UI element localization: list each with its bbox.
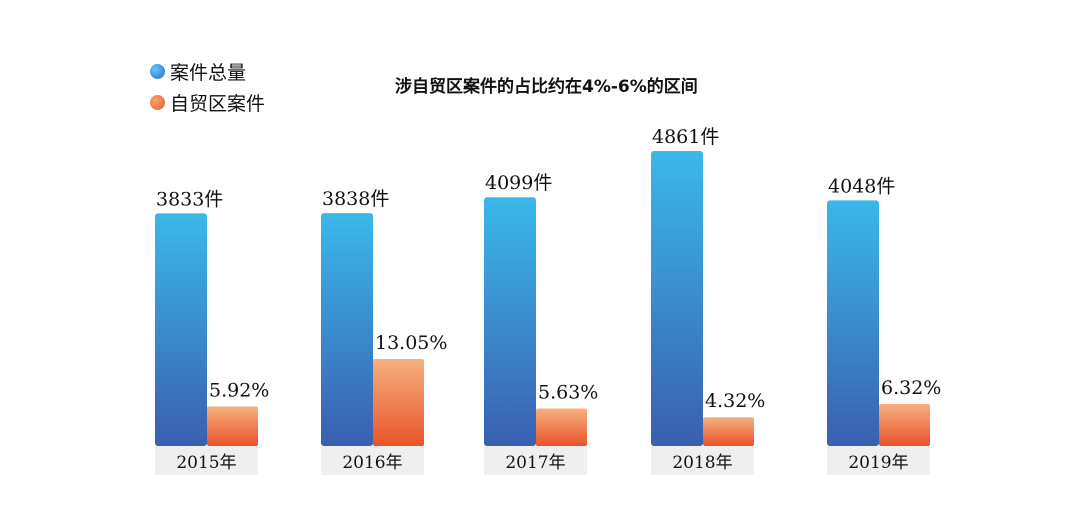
bar-total-2 (321, 213, 373, 446)
year-box-2 (321, 446, 424, 475)
label-ftz-2: 13.05% (375, 332, 447, 354)
year-label-5: 2019年 (848, 453, 908, 473)
legend-label-total: 案件总量 (170, 62, 247, 84)
year-label-4: 2018年 (672, 453, 732, 473)
bar-total-3 (484, 197, 536, 446)
label-ftz-3: 5.63% (538, 381, 598, 403)
label-ftz-1: 5.92% (209, 380, 269, 402)
label-ftz-5: 6.32% (881, 377, 941, 399)
year-box-1 (155, 446, 258, 475)
bar-total-5 (827, 200, 879, 446)
legend-swatch-total (150, 64, 165, 79)
legend-item-total: 案件总量 (150, 58, 246, 85)
label-total-5: 4048件 (828, 175, 895, 197)
bar-ftz-3 (536, 408, 587, 446)
year-label-2: 2016年 (342, 453, 402, 473)
bar-ftz-1 (207, 406, 258, 446)
legend-label-ftz: 自贸区案件 (170, 93, 266, 115)
bar-total-4 (651, 151, 703, 446)
label-ftz-4: 4.32% (705, 390, 765, 412)
year-label-1: 2015年 (176, 453, 236, 473)
label-total-4: 4861件 (652, 126, 719, 148)
label-total-2: 3838件 (322, 188, 389, 210)
year-box-5 (827, 446, 930, 475)
label-total-3: 4099件 (485, 172, 552, 194)
label-total-1: 3833件 (156, 188, 223, 210)
year-box-3 (484, 446, 587, 475)
bar-total-1 (155, 213, 207, 446)
legend-swatch-ftz (150, 95, 165, 110)
year-box-4 (651, 446, 754, 475)
year-label-3: 2017年 (505, 453, 565, 473)
chart-title: 涉自贸区案件的占比约在4%-6%的区间 (395, 77, 698, 97)
bar-ftz-5 (879, 403, 930, 446)
bar-ftz-4 (703, 417, 754, 446)
bar-ftz-2 (373, 359, 424, 446)
legend-item-ftz: 自贸区案件 (150, 89, 265, 116)
